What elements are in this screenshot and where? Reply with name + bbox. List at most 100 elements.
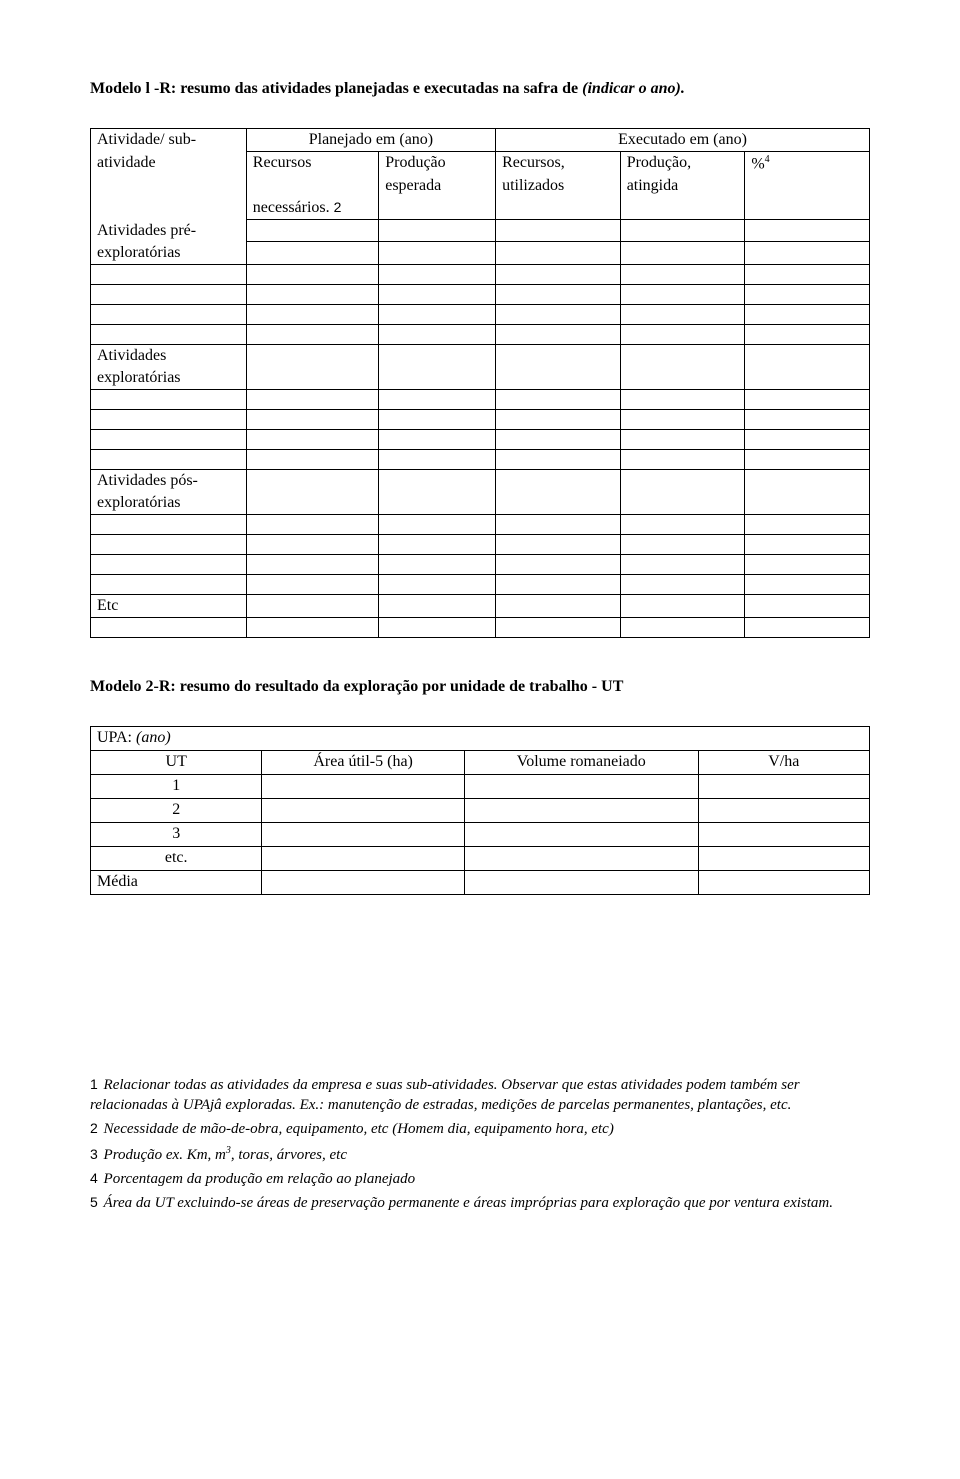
t2-r1: 1	[91, 774, 262, 798]
cell	[262, 798, 465, 822]
cell	[698, 822, 869, 846]
cell	[496, 242, 621, 265]
cell	[745, 449, 870, 469]
cell	[91, 449, 247, 469]
hdr-util: utilizados	[496, 175, 621, 197]
cell	[745, 409, 870, 429]
cell	[745, 264, 870, 284]
t2-r4: etc.	[91, 846, 262, 870]
blank-c0r3	[91, 175, 247, 197]
cell	[246, 344, 378, 389]
upa-prefix: UPA:	[97, 729, 136, 746]
pct-sym: %	[751, 155, 764, 172]
cell	[379, 429, 496, 449]
cell	[464, 822, 698, 846]
cell	[464, 846, 698, 870]
cell	[620, 242, 745, 265]
blank-c4r4	[620, 197, 745, 220]
cell	[379, 242, 496, 265]
fn4-text: Porcentagem da produção em relação ao pl…	[104, 1171, 416, 1187]
t2-h-vol: Volume romaneiado	[464, 750, 698, 774]
hdr-pct: %4	[745, 152, 870, 176]
cell	[262, 870, 465, 894]
t2-h-area: Área útil-5 (ha)	[262, 750, 465, 774]
cell	[620, 389, 745, 409]
cell	[379, 469, 496, 514]
row-pre1: Atividades pré-	[91, 220, 247, 242]
cell	[379, 284, 496, 304]
cell	[91, 264, 247, 284]
footnote-3: 3 Produção ex. Km, m3, toras, árvores, e…	[90, 1144, 870, 1165]
cell	[379, 554, 496, 574]
cell	[496, 449, 621, 469]
cell	[246, 284, 378, 304]
title1-prefix: Modelo l -R: resumo das atividades plane…	[90, 80, 582, 97]
cell	[246, 429, 378, 449]
footnotes: 1 Relacionar todas as atividades da empr…	[90, 1075, 870, 1214]
cell	[379, 594, 496, 617]
footnote-4: 4 Porcentagem da produção em relação ao …	[90, 1169, 870, 1189]
cell	[246, 304, 378, 324]
necess-num: 2	[334, 199, 342, 215]
hdr-esperada-c1	[246, 175, 378, 197]
cell	[246, 617, 378, 637]
cell	[745, 284, 870, 304]
cell	[620, 409, 745, 429]
row-etc: Etc	[91, 594, 247, 617]
cell	[496, 409, 621, 429]
cell	[698, 774, 869, 798]
cell	[246, 514, 378, 534]
cell	[620, 264, 745, 284]
t2-r5: Média	[91, 870, 262, 894]
cell	[496, 617, 621, 637]
cell	[246, 594, 378, 617]
cell	[91, 409, 247, 429]
cell	[745, 389, 870, 409]
cell	[91, 284, 247, 304]
cell	[91, 514, 247, 534]
cell	[91, 304, 247, 324]
cell	[745, 469, 870, 514]
cell	[745, 594, 870, 617]
cell	[745, 242, 870, 265]
cell	[246, 574, 378, 594]
cell	[496, 469, 621, 514]
cell	[620, 534, 745, 554]
cell	[496, 264, 621, 284]
cell	[496, 304, 621, 324]
cell	[496, 514, 621, 534]
cell	[745, 534, 870, 554]
blank-c2r4	[379, 197, 496, 220]
footnote-1: 1 Relacionar todas as atividades da empr…	[90, 1075, 870, 1116]
cell	[496, 389, 621, 409]
hdr-prod2: Produção,	[620, 152, 745, 176]
cell	[379, 534, 496, 554]
fn-num-4: 4	[90, 1170, 98, 1186]
model1-title: Modelo l -R: resumo das atividades plane…	[90, 80, 870, 98]
t2-h-ut: UT	[91, 750, 262, 774]
cell	[745, 429, 870, 449]
fn2-text: Necessidade de mão-de-obra, equipamento,…	[104, 1121, 614, 1137]
row-pos2: exploratórias	[91, 492, 247, 515]
t2-upa: UPA: (ano)	[91, 726, 870, 750]
row-pre2: exploratórias	[91, 242, 247, 265]
cell	[379, 409, 496, 429]
cell	[496, 324, 621, 344]
hdr-recursos: Recursos	[246, 152, 378, 176]
cell	[698, 870, 869, 894]
cell	[246, 534, 378, 554]
pct-sup: 4	[765, 154, 770, 165]
cell	[620, 554, 745, 574]
cell	[620, 594, 745, 617]
cell	[745, 344, 870, 389]
cell	[91, 574, 247, 594]
cell	[496, 554, 621, 574]
cell	[91, 617, 247, 637]
cell	[620, 344, 745, 389]
fn-num-2: 2	[90, 1120, 98, 1136]
cell	[620, 574, 745, 594]
hdr-activity-a: Atividade/ sub-	[91, 129, 247, 152]
row-pos1: Atividades pós-	[91, 469, 247, 492]
cell	[379, 617, 496, 637]
hdr-prod: Produção	[379, 152, 496, 176]
